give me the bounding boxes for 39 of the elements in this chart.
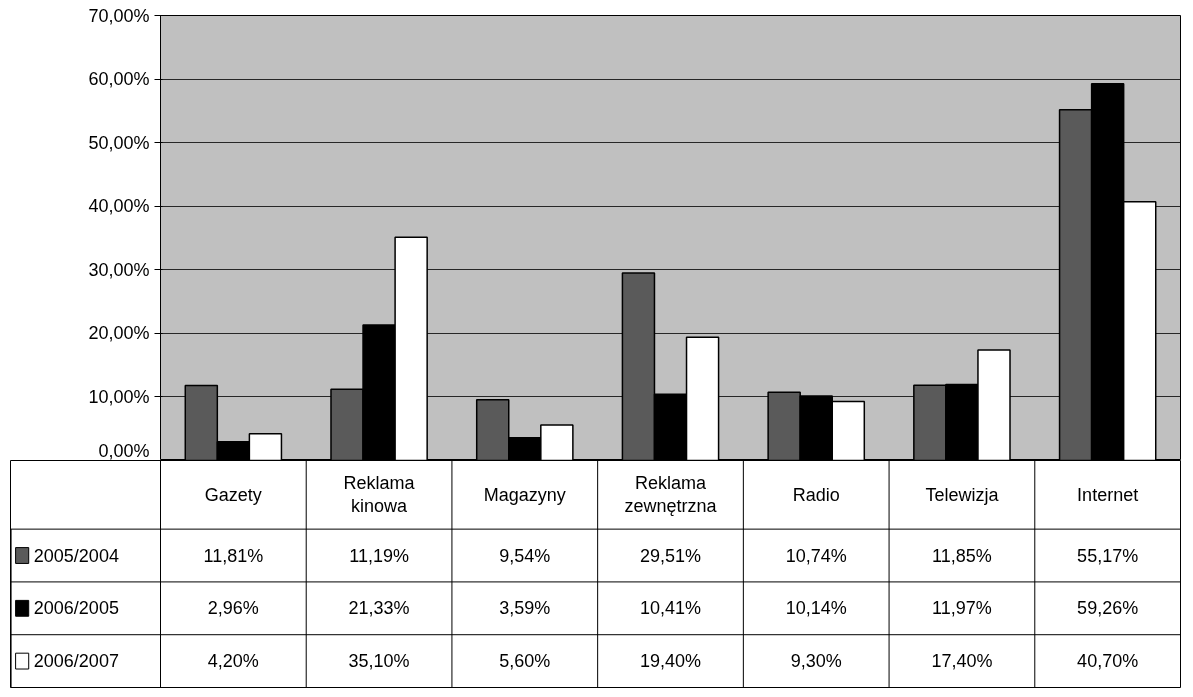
data-label: 17,40% — [931, 651, 993, 672]
data-label: 3,59% — [499, 598, 551, 619]
data-label: 11,85% — [932, 545, 992, 566]
legend-label: 2005/2004 — [33, 545, 119, 566]
data-label: 40,70% — [1077, 651, 1139, 672]
data-label: 9,30% — [790, 651, 842, 672]
legend-label: 2006/2005 — [33, 598, 119, 619]
data-label: 21,33% — [348, 598, 410, 619]
y-tick-label: 50,00% — [88, 132, 150, 153]
data-label: 4,20% — [207, 651, 259, 672]
data-label: 11,81% — [203, 545, 264, 566]
data-label: 10,14% — [785, 598, 847, 619]
data-label: 9,54% — [499, 545, 551, 566]
y-tick-label: 20,00% — [88, 323, 150, 344]
x-tick-label: Reklama kinowa — [343, 473, 416, 517]
data-label: 10,74% — [785, 545, 847, 566]
x-tick-label: Reklama zewnętrzna — [624, 473, 718, 517]
data-label: 55,17% — [1077, 545, 1139, 566]
x-tick-label: Magazyny — [483, 484, 566, 505]
data-label: 11,97% — [932, 598, 992, 619]
data-label: 2,96% — [207, 598, 259, 619]
x-tick-label: Internet — [1077, 484, 1139, 505]
data-label: 59,26% — [1077, 598, 1139, 619]
data-label: 19,40% — [639, 651, 702, 672]
y-tick-label: 70,00% — [88, 5, 150, 26]
y-tick-label: 40,00% — [88, 196, 150, 217]
y-tick-label: 30,00% — [88, 259, 150, 280]
legend-label: 2006/2007 — [33, 651, 119, 672]
data-label: 11,19% — [349, 545, 409, 566]
y-tick-label: 60,00% — [88, 69, 150, 90]
data-label: 5,60% — [499, 651, 551, 672]
y-tick-label: 0,00% — [98, 440, 150, 461]
data-label: 29,51% — [639, 545, 702, 566]
x-tick-label: Gazety — [204, 484, 262, 505]
y-tick-label: 10,00% — [88, 386, 150, 407]
data-label: 10,41% — [639, 598, 702, 619]
data-label: 35,10% — [348, 651, 410, 672]
x-tick-label: Telewizja — [925, 484, 1000, 505]
x-tick-label: Radio — [792, 484, 840, 505]
